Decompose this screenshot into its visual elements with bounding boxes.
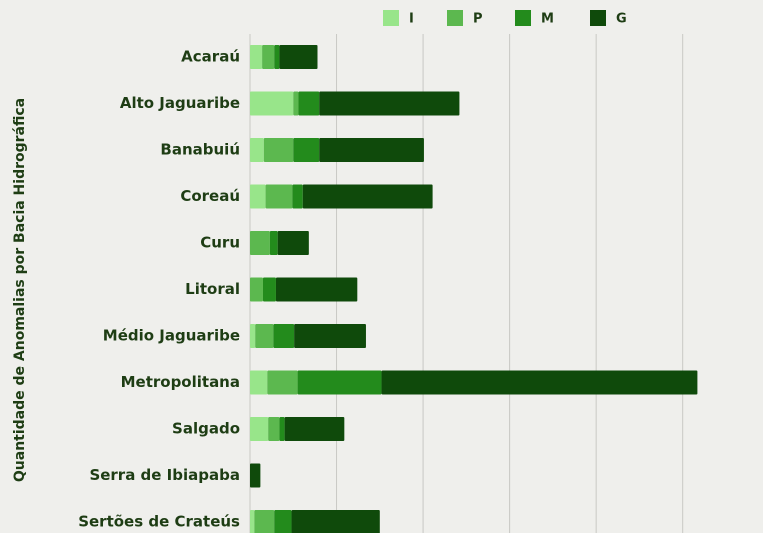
- bar-segment: [293, 138, 320, 162]
- y-tick-label: Médio Jaguaribe: [103, 327, 240, 345]
- bar-segment: [254, 510, 275, 533]
- y-tick-label: Acaraú: [181, 48, 240, 66]
- bar-segment: [255, 324, 274, 348]
- bar-segment: [250, 463, 261, 488]
- bar-segment: [250, 417, 269, 441]
- bar-segment: [250, 91, 294, 116]
- y-tick-label: Litoral: [185, 280, 240, 298]
- legend-swatch: [590, 10, 606, 26]
- bar-segment: [268, 417, 280, 441]
- bar-segment: [297, 370, 382, 395]
- bar-segment: [250, 277, 263, 302]
- bar-segment: [275, 277, 358, 302]
- y-tick-label: Salgado: [172, 420, 240, 438]
- bar-segment: [319, 138, 424, 162]
- bar-segment: [250, 370, 268, 395]
- bar-segment: [262, 277, 276, 302]
- bar-segment: [273, 324, 295, 348]
- bar-segment: [284, 417, 345, 441]
- y-tick-label: Serra de Ibiapaba: [89, 466, 240, 484]
- bar-segment: [250, 184, 266, 209]
- bar-segment: [262, 45, 275, 69]
- y-axis-label: Quantidade de Anomalias por Bacia Hidrog…: [12, 98, 28, 482]
- legend-swatch: [447, 10, 463, 26]
- bar-segment: [274, 510, 292, 533]
- bar-segment: [302, 184, 433, 209]
- legend-swatch: [515, 10, 531, 26]
- bar-segment: [250, 231, 270, 255]
- bar-segment: [293, 91, 299, 116]
- legend-label: P: [473, 12, 483, 27]
- legend-label: M: [541, 12, 554, 27]
- bar-segment: [250, 324, 256, 348]
- bar-segment: [274, 45, 280, 69]
- bar-segment: [267, 370, 298, 395]
- bar-segment: [279, 45, 318, 69]
- bar-segment: [298, 91, 320, 116]
- bar-segment: [250, 510, 255, 533]
- bar-segment: [279, 417, 285, 441]
- bar-segment: [250, 138, 264, 162]
- y-tick-label: Sertões de Crateús: [78, 513, 240, 531]
- y-tick-label: Curu: [200, 234, 240, 252]
- bar-segment: [265, 184, 293, 209]
- y-tick-label: Metropolitana: [121, 373, 240, 391]
- y-tick-label: Coreaú: [180, 187, 240, 205]
- y-tick-label: Banabuiú: [160, 141, 240, 159]
- legend-swatch: [383, 10, 399, 26]
- bar-segment: [263, 138, 294, 162]
- bar-segment: [381, 370, 698, 395]
- bar-segment: [319, 91, 460, 116]
- bar-segment: [277, 231, 309, 255]
- y-tick-label: Alto Jaguaribe: [120, 94, 240, 112]
- bar-segment: [291, 510, 380, 533]
- bar-segment: [294, 324, 366, 348]
- bar-segment: [250, 45, 263, 69]
- legend-label: G: [616, 12, 627, 27]
- bar-segment: [292, 184, 303, 209]
- bar-segment: [269, 231, 278, 255]
- legend-label: I: [409, 12, 414, 27]
